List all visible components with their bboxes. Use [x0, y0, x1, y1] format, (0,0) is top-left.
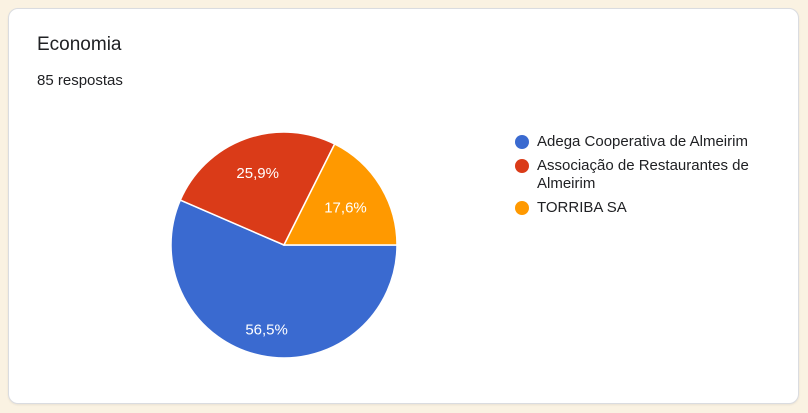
legend-label: TORRIBA SA — [537, 199, 627, 216]
question-title: Economia — [37, 34, 122, 55]
legend-item-2: Associação de Restaurantes de Almeirim — [515, 157, 755, 193]
legend-label: Associação de Restaurantes de Almeirim — [537, 157, 749, 192]
legend-color-dot — [515, 201, 529, 215]
legend-color-dot — [515, 135, 529, 149]
pie-chart: 56,5% 25,9% 17,6% — [170, 131, 398, 359]
legend-label: Adega Cooperativa de Almeirim — [537, 133, 748, 150]
responses-count: 85 respostas — [37, 72, 123, 89]
question-summary-card: Economia 85 respostas 56,5% 25,9% 17,6% Ad… — [8, 8, 799, 404]
legend-item-1: Adega Cooperativa de Almeirim — [515, 133, 755, 151]
legend-color-dot — [515, 159, 529, 173]
slice-percent-label: 17,6% — [324, 199, 367, 216]
slice-percent-label: 25,9% — [236, 165, 279, 182]
chart-legend: Adega Cooperativa de Almeirim Associação … — [515, 133, 755, 223]
pie-slice-1[interactable] — [170, 199, 398, 359]
pie-slice-3[interactable] — [282, 142, 398, 246]
legend-item-3: TORRIBA SA — [515, 199, 755, 217]
slice-percent-label: 56,5% — [245, 321, 288, 338]
pie-slice-2[interactable] — [179, 131, 336, 246]
